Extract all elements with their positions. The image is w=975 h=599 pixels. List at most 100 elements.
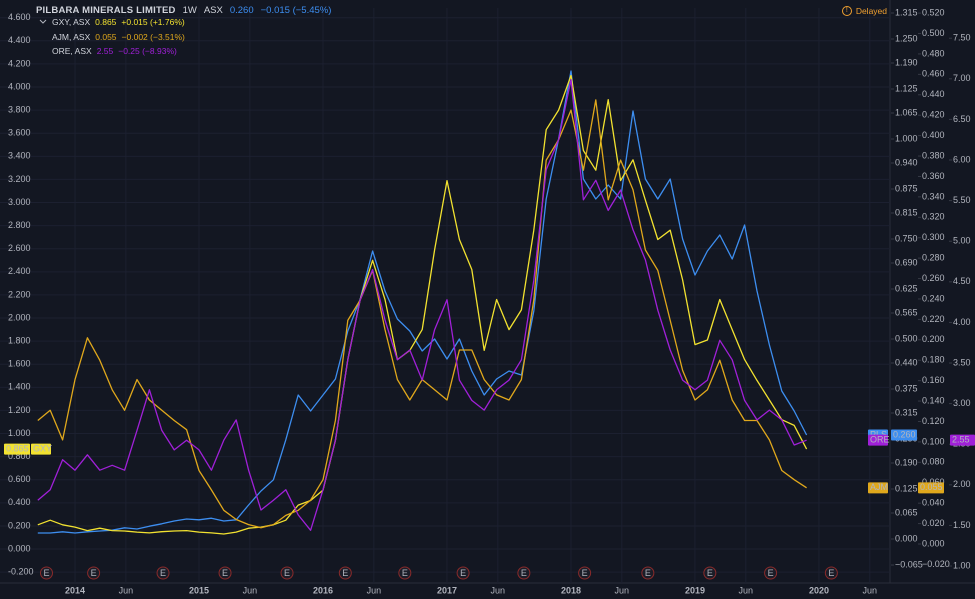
earnings-label: E xyxy=(460,568,466,578)
earnings-marker[interactable]: E xyxy=(39,566,53,580)
earnings-marker[interactable]: E xyxy=(641,566,655,580)
y2-tick-label: 0.315 xyxy=(895,407,918,417)
series-tag xyxy=(31,443,51,455)
y-tick-label: 0.000 xyxy=(8,543,31,553)
y2-tick-label: 0.065 xyxy=(895,507,918,517)
earnings-circle xyxy=(578,566,592,580)
y-tick-label: 2.000 xyxy=(8,312,31,322)
y2-tick-label: 0.500 xyxy=(895,333,918,343)
price-tag xyxy=(891,429,917,441)
y3-tick-label: 0.380 xyxy=(922,150,945,160)
earnings-marker[interactable]: E xyxy=(218,566,232,580)
earnings-circle xyxy=(517,566,531,580)
y2-tick-label: 0.000 xyxy=(895,533,918,543)
y2-tick-label: 1.190 xyxy=(895,57,918,67)
y-tick-label: 1.000 xyxy=(8,428,31,438)
y4-tick-label: 7.00 xyxy=(953,73,971,83)
earnings-circle xyxy=(218,566,232,580)
y3-tick-label: 0.180 xyxy=(922,355,945,365)
earnings-marker[interactable]: E xyxy=(456,566,470,580)
earnings-circle xyxy=(641,566,655,580)
y-tick-label: 3.000 xyxy=(8,197,31,207)
y3-tick-label: 0.000 xyxy=(922,538,945,548)
legend-change: −0.25 (−8.93%) xyxy=(118,46,177,56)
y3-tick-label: 0.240 xyxy=(922,293,945,303)
price-tag-label: 0.055 xyxy=(920,482,943,492)
y3-tick-label: 0.200 xyxy=(922,334,945,344)
earnings-circle xyxy=(764,566,778,580)
x-tick-label: Jun xyxy=(119,585,134,595)
legend-change: +0.015 (+1.76%) xyxy=(121,17,185,27)
earnings-marker[interactable]: E xyxy=(764,566,778,580)
y-tick-label: 2.600 xyxy=(8,243,31,253)
y-tick-label: 2.200 xyxy=(8,289,31,299)
y-tick-label: 4.400 xyxy=(8,35,31,45)
y2-tick-label: 0.875 xyxy=(895,183,918,193)
y3-tick-label: 0.020 xyxy=(922,518,945,528)
y3-tick-label: 0.300 xyxy=(922,232,945,242)
price-tag xyxy=(950,434,975,446)
y4-tick-label: 5.00 xyxy=(953,236,971,246)
price-tag-label: 0.260 xyxy=(893,429,916,439)
legend-row[interactable]: AJM, ASX 0.055 −0.002 (−3.51%) xyxy=(52,32,185,42)
y2-tick-label: 0.940 xyxy=(895,157,918,167)
y2-tick-label: 0.190 xyxy=(895,457,918,467)
earnings-marker[interactable]: E xyxy=(578,566,592,580)
legend-change: −0.002 (−3.51%) xyxy=(121,31,185,42)
y2-tick-label: 1.065 xyxy=(895,107,918,117)
y4-tick-label: 4.00 xyxy=(953,317,971,327)
main-change: −0.015 (−5.45%) xyxy=(260,5,332,16)
y-tick-label: 0.200 xyxy=(8,520,31,530)
earnings-marker[interactable]: E xyxy=(338,566,352,580)
y3-tick-label: 0.460 xyxy=(922,69,945,79)
y4-tick-label: 6.00 xyxy=(953,154,971,164)
y4-tick-label: 5.50 xyxy=(953,195,971,205)
status-text: Delayed xyxy=(855,6,887,16)
price-tag-label: 0.865 xyxy=(6,444,29,454)
x-tick-label: Jun xyxy=(739,585,754,595)
y3-tick-label: 0.080 xyxy=(922,457,945,467)
y3-tick-label: 0.120 xyxy=(922,416,945,426)
y3-tick-label: 0.320 xyxy=(922,212,945,222)
y2-tick-label: −0.065 xyxy=(895,559,923,569)
symbol-title: PILBARA MINERALS LIMITED xyxy=(36,5,176,16)
collapse-icon[interactable] xyxy=(39,19,47,24)
legend-price: 2.55 xyxy=(96,46,114,56)
earnings-label: E xyxy=(342,568,348,578)
earnings-circle xyxy=(703,566,717,580)
earnings-marker[interactable]: E xyxy=(398,566,412,580)
y-tick-label: 3.200 xyxy=(8,174,31,184)
y-tick-label: -0.200 xyxy=(8,567,34,577)
earnings-marker[interactable]: E xyxy=(824,566,838,580)
y3-tick-label: 0.160 xyxy=(922,375,945,385)
price-tag-label: 2.55 xyxy=(952,435,970,445)
y3-tick-label: 0.420 xyxy=(922,110,945,120)
earnings-marker[interactable]: E xyxy=(517,566,531,580)
status-icon: ! xyxy=(841,6,852,16)
y2-tick-label: 1.000 xyxy=(895,133,918,143)
y-tick-label: 3.400 xyxy=(8,151,31,161)
y2-tick-label: 0.690 xyxy=(895,257,918,267)
interval: 1W xyxy=(182,5,197,16)
y-tick-label: 2.400 xyxy=(8,266,31,276)
y3-tick-label: 0.040 xyxy=(922,498,945,508)
y-tick-label: 4.200 xyxy=(8,58,31,68)
earnings-marker[interactable]: E xyxy=(87,566,101,580)
earnings-marker[interactable]: E xyxy=(156,566,170,580)
series-tag-label: GXY xyxy=(33,444,52,454)
y3-tick-label: 0.500 xyxy=(922,28,945,38)
earnings-marker[interactable]: E xyxy=(703,566,717,580)
legend-row[interactable]: ORE, ASX 2.55 −0.25 (−8.93%) xyxy=(52,46,177,56)
legend-row[interactable]: GXY, ASX 0.865 +0.015 (+1.76%) xyxy=(52,17,185,27)
earnings-circle xyxy=(280,566,294,580)
earnings-label: E xyxy=(582,568,588,578)
earnings-label: E xyxy=(768,568,774,578)
earnings-marker[interactable]: E xyxy=(280,566,294,580)
y2-tick-label: 0.375 xyxy=(895,383,918,393)
price-tag xyxy=(918,482,944,494)
delayed-badge[interactable]: ! Delayed xyxy=(841,6,887,16)
earnings-circle xyxy=(456,566,470,580)
y2-tick-label: 1.250 xyxy=(895,33,918,43)
y3-tick-label: 0.140 xyxy=(922,395,945,405)
